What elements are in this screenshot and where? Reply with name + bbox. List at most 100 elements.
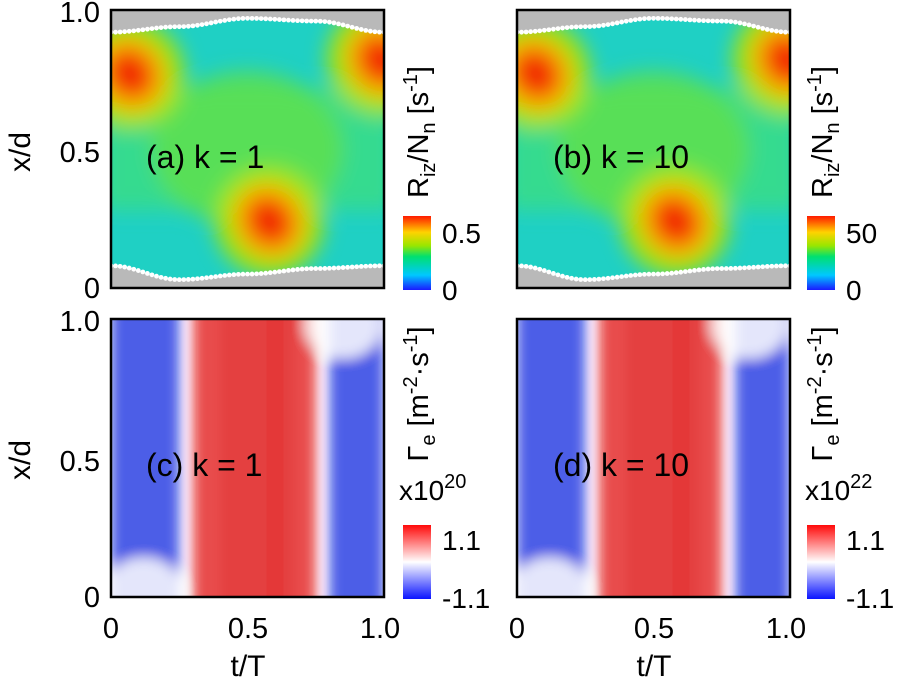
colorbar-title: Riz/Nn [s-1] <box>804 66 844 198</box>
sheath-edge-dot-bottom <box>610 275 615 281</box>
sheath-edge-dot-bottom <box>651 271 656 277</box>
sheath-edge-dot-top <box>692 17 697 23</box>
sheath-edge-dot-top <box>304 18 310 24</box>
sheath-edge-dot-top <box>213 19 219 25</box>
colorbar-max-label: 50 <box>846 218 877 249</box>
sheath-edge-dot-top <box>532 28 538 34</box>
sheath-edge-dot-bottom <box>299 266 305 272</box>
sheath-edge-dot-bottom <box>222 273 228 278</box>
sheath-edge-dot-bottom <box>149 272 155 278</box>
sheath-edge-dot-bottom <box>537 266 543 272</box>
sheath-edge-dot-top <box>637 16 643 22</box>
y-axis-title: x/d <box>4 132 37 172</box>
negative-flux-band <box>735 319 790 597</box>
sheath-edge-dot-top <box>299 18 305 24</box>
negative-flux-band <box>329 319 384 597</box>
sheath-edge-dot-bottom <box>135 268 141 273</box>
colorbar-title: Γe [m-2·s-1] <box>804 326 844 461</box>
plot-frame <box>515 8 792 290</box>
sheath-edge-dot-bottom <box>655 271 661 277</box>
sheath-edge-dot-top <box>628 18 634 23</box>
x-tick-label: 0.5 <box>228 613 268 645</box>
sheath-edge-dot-top <box>537 28 543 34</box>
sheath-edge-dot-top <box>276 17 282 22</box>
x-tick-label: 0.5 <box>634 613 674 645</box>
sheath-edge-dot-top <box>222 18 228 23</box>
sheath-edge-dot-bottom <box>582 277 588 283</box>
heatmap-field <box>111 319 384 597</box>
sheath-edge-dot-bottom <box>354 264 360 270</box>
sheath-edge-dot-top <box>546 27 552 33</box>
panel-b: (b) k = 10 50 0 Riz/Nn [s-1] <box>515 8 877 306</box>
colorbar-max-label: 0.5 <box>442 218 481 249</box>
sheath-edge-dot-top <box>158 25 164 30</box>
colorbar-gradient <box>403 216 431 290</box>
sheath-edge-dot-bottom <box>140 269 146 275</box>
sheath-edge-dot-bottom <box>213 274 219 279</box>
sheath-edge-dot-top <box>331 20 337 26</box>
sheath-edge-dot-bottom <box>345 264 350 270</box>
sheath-edge-dot-top <box>181 24 187 29</box>
sheath-edge-dot-bottom <box>199 275 205 281</box>
sheath-edge-dot-bottom <box>363 263 369 269</box>
sheath-edge-dot-top <box>131 28 137 34</box>
sheath-edge-dot-top <box>646 16 652 21</box>
sheath-edge-dot-bottom <box>249 271 255 277</box>
sheath-edge-dot-top <box>551 26 556 32</box>
sheath-edge-dot-bottom <box>769 263 775 269</box>
colorbar-scale: x1022 <box>805 471 872 506</box>
sheath-edge-dot-top <box>217 18 223 24</box>
sheath-edge-dot-top <box>541 27 547 33</box>
colorbar-max-label: 1.1 <box>846 525 885 556</box>
sheath-edge-dot-top <box>226 17 232 23</box>
sheath-edge-dot-bottom <box>660 271 665 277</box>
sheath-edge-dot-top <box>281 17 287 23</box>
sheath-edge-dot-bottom <box>642 271 647 277</box>
sheath-edge-dot-top <box>728 19 734 25</box>
sheath-edge-dot-top <box>122 29 128 35</box>
sheath-edge-dot-bottom <box>541 268 547 273</box>
sheath-edge-dot-bottom <box>163 275 169 281</box>
sheath-edge-dot-top <box>240 16 246 21</box>
sheath-edge-dot-bottom <box>322 266 328 271</box>
sheath-edge-dot-top <box>678 16 684 22</box>
sheath-edge-dot-bottom <box>358 264 364 269</box>
colorbar-min-label: -1.1 <box>442 583 490 614</box>
sheath-edge-dot-bottom <box>263 270 269 276</box>
sheath-edge-dot-bottom <box>596 276 602 282</box>
sheath-edge-dot-top <box>560 25 565 31</box>
sheath-edge-dot-top <box>272 16 278 22</box>
sheath-edge-dot-bottom <box>673 270 679 276</box>
sheath-edge-dot-bottom <box>113 263 118 269</box>
sheath-edge-dot-bottom <box>208 274 214 280</box>
sheath-edge-dot-bottom <box>573 276 579 282</box>
sheath-edge-dot-top <box>308 18 314 24</box>
colorbar: x1020 1.1 -1.1 Γe [m-2·s-1] <box>399 326 490 614</box>
sheath-edge-dot-bottom <box>646 271 652 277</box>
sheath-edge-dot-top <box>363 28 369 33</box>
sheath-edge-dot-bottom <box>682 269 688 275</box>
sheath-edge-dot-top <box>176 24 182 30</box>
colorbar-title: Riz/Nn [s-1] <box>400 66 440 198</box>
sheath-edge-dot-bottom <box>254 271 259 277</box>
y-tick-label: 0.5 <box>60 137 100 169</box>
sheath-edge-dot-bottom <box>172 277 178 282</box>
sheath-edge-dot-top <box>336 21 341 27</box>
panel-label: (a) k = 1 <box>146 139 264 175</box>
sheath-edge-dot-bottom <box>295 267 300 272</box>
sheath-edge-dot-bottom <box>669 270 675 276</box>
sheath-edge-dot-bottom <box>569 275 574 281</box>
sheath-edge-dot-bottom <box>632 272 638 278</box>
sheath-edge-dot-top <box>778 29 784 35</box>
sheath-edge-dot-bottom <box>719 266 725 271</box>
heatmap-field <box>111 10 384 288</box>
sheath-edge-dot-top <box>705 18 711 24</box>
sheath-edge-dot-bottom <box>705 266 711 272</box>
sheath-edge-dot-top <box>701 18 706 24</box>
sheath-edge-dot-top <box>236 16 241 22</box>
sheath-edge-dot-bottom <box>145 271 150 276</box>
colorbar-gradient <box>807 525 835 599</box>
sheath-edge-dot-bottom <box>692 268 697 273</box>
negative-flux-band <box>111 319 180 597</box>
panel-label: (c) k = 1 <box>146 447 262 483</box>
